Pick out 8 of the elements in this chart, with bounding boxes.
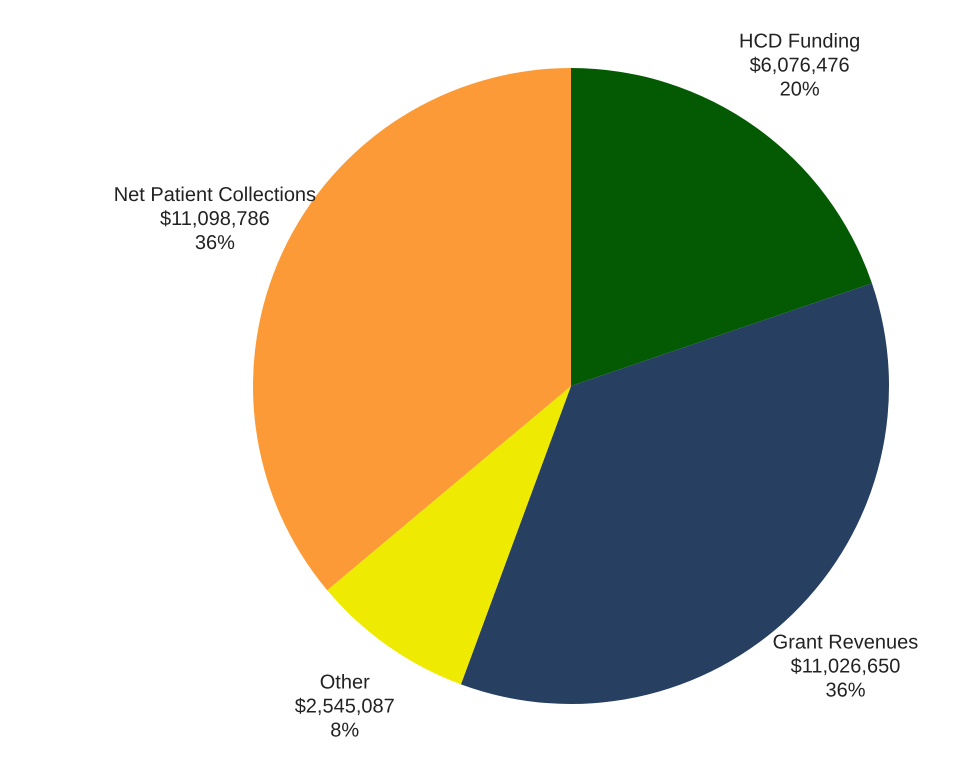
slice-label: Grant Revenues bbox=[772, 632, 918, 654]
data-label: $11,026,650 36% bbox=[790, 656, 900, 702]
data-label: $6,076,476 20% bbox=[750, 54, 850, 101]
slice-label: Net Patient Collections bbox=[114, 184, 316, 206]
slice-label: HCD Funding bbox=[739, 30, 860, 53]
data-label: $11,098,786 36% bbox=[160, 208, 270, 254]
data-label: $2,545,087 8% bbox=[294, 696, 395, 742]
slice-label: Other bbox=[320, 672, 370, 694]
